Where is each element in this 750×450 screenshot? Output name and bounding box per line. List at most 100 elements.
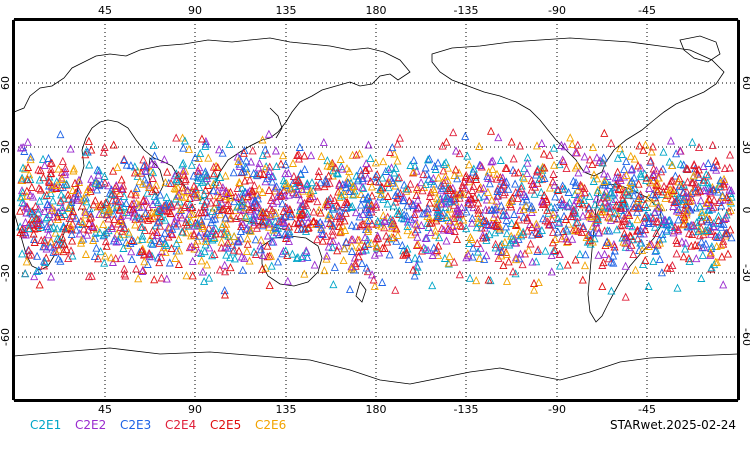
observation-marker bbox=[425, 191, 434, 200]
observation-marker bbox=[273, 257, 283, 266]
observation-marker bbox=[443, 185, 452, 194]
observation-marker bbox=[649, 214, 658, 223]
observation-marker bbox=[245, 256, 254, 265]
observation-marker bbox=[294, 217, 303, 227]
observation-marker bbox=[222, 188, 231, 197]
observation-marker bbox=[372, 243, 382, 252]
observation-marker bbox=[221, 230, 230, 239]
observation-marker bbox=[184, 144, 194, 153]
observation-marker bbox=[482, 235, 491, 244]
observation-marker bbox=[364, 224, 373, 233]
observation-marker bbox=[354, 252, 363, 261]
observation-marker bbox=[726, 225, 735, 234]
observation-marker bbox=[606, 188, 615, 197]
observation-marker bbox=[292, 253, 301, 263]
observation-marker bbox=[26, 190, 35, 199]
observation-marker bbox=[711, 156, 720, 165]
observation-marker bbox=[69, 166, 78, 175]
observation-marker bbox=[442, 236, 451, 245]
observation-marker bbox=[186, 231, 196, 240]
lat-tick-right: -60 bbox=[740, 328, 750, 346]
observation-marker bbox=[409, 167, 418, 176]
observation-marker bbox=[361, 165, 371, 174]
observation-marker bbox=[60, 209, 69, 218]
observation-marker bbox=[63, 190, 73, 199]
observation-marker bbox=[383, 237, 392, 246]
observation-marker bbox=[115, 232, 125, 241]
observation-marker bbox=[543, 217, 552, 226]
observation-marker bbox=[391, 163, 400, 172]
observation-marker bbox=[432, 216, 441, 225]
observation-marker bbox=[571, 180, 580, 189]
observation-marker bbox=[358, 209, 367, 218]
observation-marker bbox=[399, 214, 409, 223]
observation-marker bbox=[249, 220, 259, 229]
observation-marker bbox=[303, 212, 312, 221]
observation-marker bbox=[395, 133, 404, 142]
observation-marker bbox=[622, 235, 631, 244]
observation-marker bbox=[171, 221, 181, 230]
observation-marker bbox=[650, 207, 660, 216]
observation-marker bbox=[644, 281, 653, 290]
observation-marker bbox=[423, 204, 432, 213]
observation-marker bbox=[639, 145, 648, 154]
observation-marker bbox=[165, 198, 174, 207]
observation-marker bbox=[608, 190, 617, 199]
observation-marker bbox=[113, 196, 123, 205]
observation-marker bbox=[77, 235, 86, 244]
observation-marker bbox=[145, 252, 154, 261]
observation-marker bbox=[74, 195, 83, 204]
observation-marker bbox=[159, 243, 168, 252]
observation-marker bbox=[174, 234, 183, 243]
observation-marker bbox=[263, 174, 272, 183]
observation-marker bbox=[605, 180, 614, 189]
observation-marker bbox=[726, 205, 735, 214]
observation-marker bbox=[578, 275, 587, 284]
observation-marker bbox=[274, 230, 284, 239]
observation-marker bbox=[391, 285, 400, 294]
observation-marker bbox=[588, 142, 598, 152]
observation-marker bbox=[285, 227, 294, 236]
observation-marker bbox=[253, 194, 263, 203]
observation-marker bbox=[155, 258, 164, 267]
observation-marker bbox=[573, 140, 582, 149]
observation-marker bbox=[21, 230, 30, 239]
observation-marker bbox=[669, 228, 678, 237]
observation-marker bbox=[412, 240, 421, 249]
observation-marker bbox=[421, 244, 430, 253]
observation-marker bbox=[51, 246, 60, 255]
observation-marker bbox=[383, 178, 392, 187]
observation-marker bbox=[588, 227, 597, 236]
observation-marker bbox=[522, 195, 531, 204]
observation-marker bbox=[553, 227, 562, 236]
observation-marker bbox=[200, 189, 209, 199]
observation-marker bbox=[221, 194, 230, 203]
observation-marker bbox=[59, 193, 68, 202]
observation-marker bbox=[303, 252, 312, 262]
observation-marker bbox=[188, 256, 197, 265]
observation-marker bbox=[706, 248, 715, 257]
observation-marker bbox=[33, 218, 42, 227]
observation-marker bbox=[238, 197, 247, 206]
legend-c2e6: C2E6 bbox=[255, 418, 287, 432]
observation-marker bbox=[619, 172, 629, 181]
observation-marker bbox=[256, 245, 266, 254]
observation-marker bbox=[188, 202, 197, 211]
observation-marker bbox=[176, 204, 185, 213]
observation-marker bbox=[242, 225, 251, 234]
observation-marker bbox=[411, 253, 420, 262]
observation-marker bbox=[493, 186, 502, 195]
observation-marker bbox=[138, 222, 147, 231]
observation-marker bbox=[149, 140, 158, 150]
observation-marker bbox=[66, 202, 75, 211]
observation-marker bbox=[477, 223, 486, 232]
observation-marker bbox=[600, 176, 609, 185]
observation-marker bbox=[157, 213, 166, 222]
observation-marker bbox=[83, 230, 92, 239]
observation-marker bbox=[269, 230, 278, 239]
lat-tick-right: -30 bbox=[740, 264, 750, 282]
observation-marker bbox=[102, 241, 111, 250]
observation-marker bbox=[148, 239, 157, 248]
observation-marker bbox=[139, 155, 148, 164]
observation-marker bbox=[499, 180, 508, 189]
